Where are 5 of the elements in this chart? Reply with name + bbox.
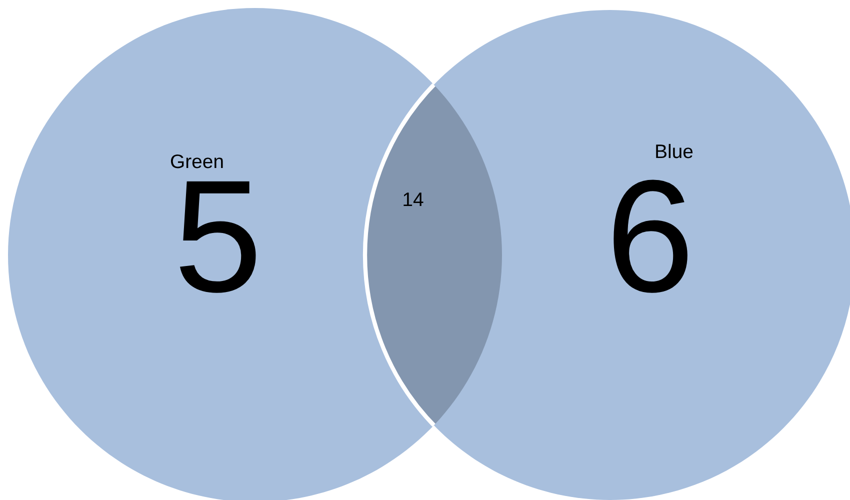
- category-label: Blue: [656, 144, 693, 158]
- category-label: Green: [170, 154, 223, 168]
- data-label: 5: [180, 181, 256, 293]
- text: 14: [404, 192, 424, 206]
- data-label: 6: [614, 180, 688, 293]
